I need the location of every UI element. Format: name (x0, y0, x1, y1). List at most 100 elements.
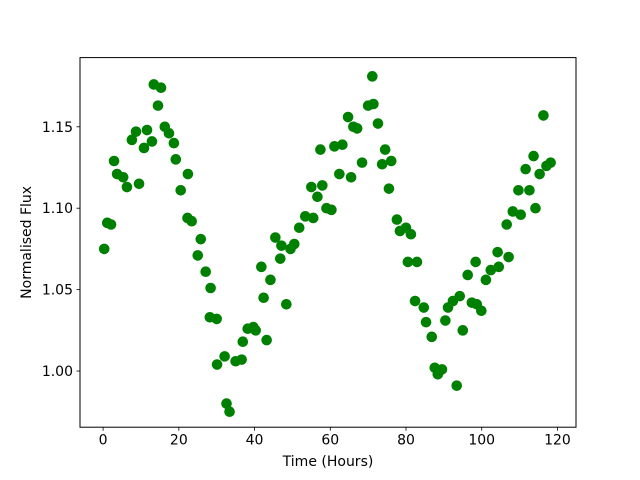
y-axis-label: Normalised Flux (19, 186, 35, 299)
data-point (108, 155, 120, 167)
data-point (334, 168, 345, 180)
data-point (492, 246, 503, 258)
data-point (170, 154, 182, 165)
x-tick-label: 80 (397, 433, 415, 449)
data-point (420, 316, 432, 328)
data-point (307, 212, 319, 224)
data-point (237, 336, 249, 348)
x-tick-label: 0 (99, 433, 108, 449)
data-point (126, 134, 138, 146)
x-axis-label: Time (Hours) (282, 454, 374, 470)
data-point (368, 98, 379, 110)
data-point (545, 157, 556, 168)
data-point (462, 269, 474, 281)
data-point (345, 171, 357, 183)
data-point (485, 264, 497, 276)
data-point (98, 243, 110, 255)
data-point (138, 142, 150, 154)
data-point (192, 250, 204, 261)
data-point (501, 219, 513, 230)
data-point (146, 136, 158, 147)
data-point (513, 184, 524, 196)
data-point (503, 251, 514, 263)
data-point (342, 111, 354, 123)
data-point (236, 354, 247, 365)
data-point (317, 180, 328, 191)
data-point (528, 150, 539, 162)
x-tick-label: 100 (468, 433, 495, 449)
data-point (133, 178, 145, 190)
data-point (383, 183, 395, 194)
data-point (520, 163, 531, 175)
x-tick-label: 20 (170, 433, 188, 449)
data-point (182, 168, 194, 180)
data-point (270, 232, 281, 243)
data-point (221, 398, 232, 409)
data-point (219, 351, 230, 362)
x-axis-ticks: 0 20 40 60 80 100 120 (99, 427, 571, 449)
data-point (258, 292, 269, 304)
data-point (152, 100, 164, 111)
y-tick-label: 1.00 (42, 364, 73, 380)
data-point (440, 315, 451, 326)
y-tick-label: 1.05 (42, 283, 73, 299)
data-point (451, 380, 463, 391)
data-point (168, 137, 180, 149)
data-point (457, 325, 469, 336)
x-tick-label: 120 (544, 433, 571, 449)
data-point (211, 359, 223, 370)
x-tick-label: 40 (246, 433, 264, 449)
data-point (250, 325, 261, 336)
data-point (507, 206, 519, 217)
data-point (530, 202, 541, 214)
plot-frame (79, 57, 577, 428)
data-point (256, 261, 267, 273)
y-tick-label: 1.15 (42, 120, 73, 136)
data-point (411, 256, 423, 268)
data-point (356, 157, 368, 168)
data-point (211, 313, 222, 325)
data-point (524, 184, 535, 196)
data-point (205, 282, 216, 294)
y-axis-ticks: 1.00 1.05 1.10 1.15 (42, 120, 80, 380)
data-points (98, 71, 556, 418)
data-point (274, 253, 286, 264)
data-point (329, 141, 340, 152)
data-point (130, 126, 142, 137)
data-point (265, 274, 276, 286)
data-point (293, 222, 305, 234)
data-point (186, 215, 197, 227)
data-point (470, 256, 481, 268)
data-point (366, 71, 378, 82)
data-point (315, 144, 326, 155)
data-point (337, 139, 348, 151)
data-point (261, 334, 272, 346)
data-point (200, 266, 212, 278)
data-point (515, 209, 527, 221)
data-point (480, 274, 492, 286)
data-point (175, 184, 187, 196)
data-point (326, 204, 337, 216)
data-point (299, 211, 311, 222)
data-point (418, 302, 430, 313)
data-point (117, 171, 129, 183)
data-point (402, 256, 414, 268)
data-point (426, 331, 438, 343)
data-point (534, 168, 545, 180)
data-point (409, 295, 421, 307)
data-point (224, 406, 235, 418)
data-point (105, 219, 117, 230)
data-point (163, 128, 175, 139)
x-tick-label: 60 (321, 433, 339, 449)
data-point (379, 144, 391, 155)
data-point (306, 181, 317, 193)
data-point (141, 124, 153, 136)
data-point (289, 238, 300, 250)
data-point (121, 181, 133, 193)
y-tick-label: 1.10 (42, 201, 73, 217)
data-point (385, 155, 397, 167)
data-point (195, 233, 207, 245)
data-point (372, 118, 384, 129)
